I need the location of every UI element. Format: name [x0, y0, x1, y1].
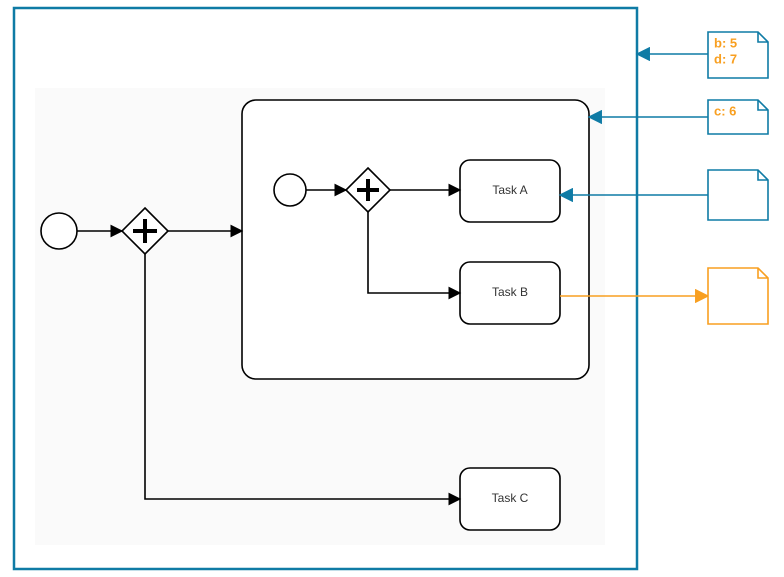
task-c-label: Task C: [492, 491, 529, 505]
start-event-2: [274, 174, 306, 206]
start-event-1: [41, 213, 77, 249]
note-n1-text: b: 5: [714, 36, 737, 51]
note-n2-text: c: 6: [714, 104, 736, 119]
task-b-label: Task B: [492, 285, 528, 299]
note-n4: [708, 268, 768, 324]
bpmn-diagram: Task A Task B Task C b: 5d: 7 c: 6: [0, 0, 784, 577]
task-a-label: Task A: [492, 183, 527, 197]
note-n3: [708, 170, 768, 220]
subprocess-container: [242, 100, 589, 379]
note-n1-text: d: 7: [714, 52, 737, 67]
